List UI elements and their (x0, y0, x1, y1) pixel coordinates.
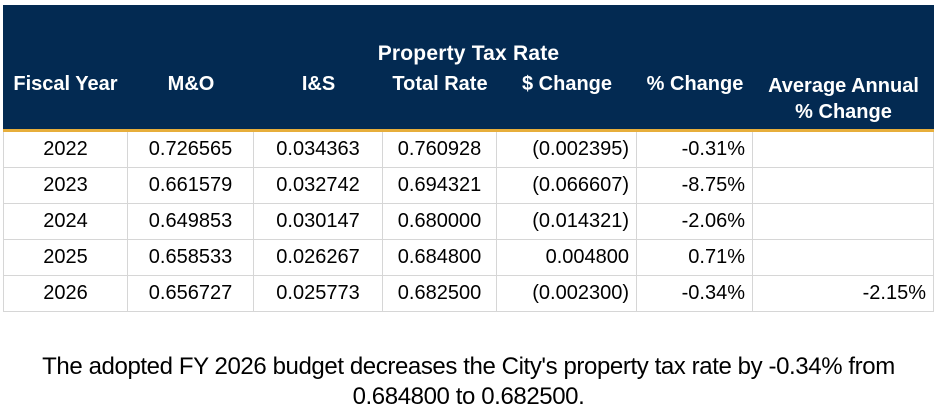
table-cell: 0.026267 (254, 240, 383, 276)
footer-note-line1: The adopted FY 2026 budget decreases the… (42, 353, 895, 380)
table-row-2023: 2023 0.661579 0.032742 0.694321 (0.06660… (4, 168, 934, 204)
table-cell: 0.649853 (128, 204, 254, 240)
column-header-mo: M&O (167, 73, 215, 95)
table-cell: 0.658533 (128, 240, 254, 276)
table-cell: 0.684800 (383, 240, 497, 276)
table-cell: (0.066607) (497, 168, 637, 204)
table-cell (753, 204, 934, 240)
table-cell: (0.002300) (497, 276, 637, 312)
table-cell (753, 240, 934, 276)
property-tax-rate-table: Property Tax Rate Fiscal Year M&O I&S To… (3, 5, 934, 312)
table-row-2026: 2026 0.656727 0.025773 0.682500 (0.00230… (4, 276, 934, 312)
table-cell: 2024 (4, 204, 128, 240)
table-cell: (0.002395) (497, 132, 637, 168)
table-cell: 0.004800 (497, 240, 637, 276)
table-cell: -2.15% (753, 276, 934, 312)
table-cell: 0.661579 (128, 168, 254, 204)
table-cell: 0.656727 (128, 276, 254, 312)
footer-note-line2: 0.684800 to 0.682500. (352, 383, 585, 410)
column-header-average-annual: Average Annual % Change (753, 72, 934, 129)
table-cell: 2022 (4, 132, 128, 168)
table-title: Property Tax Rate (377, 42, 560, 65)
table-cell: -0.34% (637, 276, 753, 312)
table-cell: -2.06% (637, 204, 753, 240)
table-cell: 0.034363 (254, 132, 383, 168)
table-row-2024: 2024 0.649853 0.030147 0.680000 (0.01432… (4, 204, 934, 240)
table-cell (753, 132, 934, 168)
table-cell: 2026 (4, 276, 128, 312)
column-header-percent-change: % Change (646, 73, 744, 95)
table-cell: (0.014321) (497, 204, 637, 240)
table-cell: -8.75% (637, 168, 753, 204)
table-cell: 0.030147 (254, 204, 383, 240)
column-header-dollar-change: $ Change (521, 73, 613, 95)
table-cell: -0.31% (637, 132, 753, 168)
table-cell: 0.032742 (254, 168, 383, 204)
column-header-row: Fiscal Year M&O I&S Total Rate $ Change … (3, 72, 934, 129)
table-cell: 0.025773 (254, 276, 383, 312)
table-cell: 0.760928 (383, 132, 497, 168)
table-header-band: Property Tax Rate Fiscal Year M&O I&S To… (3, 5, 934, 132)
table-cell: 0.71% (637, 240, 753, 276)
column-header-is: I&S (301, 73, 336, 95)
table-cell: 0.682500 (383, 276, 497, 312)
table-row-2025: 2025 0.658533 0.026267 0.684800 0.004800… (4, 240, 934, 276)
column-header-average-annual-line2: % Change (795, 101, 892, 123)
column-header-average-annual-line1: Average Annual (768, 75, 919, 97)
column-header-total-rate: Total Rate (392, 73, 488, 95)
footer-note: The adopted FY 2026 budget decreases the… (0, 352, 937, 412)
table-cell: 2025 (4, 240, 128, 276)
table-cell (753, 168, 934, 204)
table-cell: 2023 (4, 168, 128, 204)
table-cell: 0.680000 (383, 204, 497, 240)
table-row-2022: 2022 0.726565 0.034363 0.760928 (0.00239… (4, 132, 934, 168)
table-cell: 0.694321 (383, 168, 497, 204)
column-header-fiscal-year: Fiscal Year (13, 73, 118, 95)
table-cell: 0.726565 (128, 132, 254, 168)
table-body: 2022 0.726565 0.034363 0.760928 (0.00239… (3, 132, 934, 312)
